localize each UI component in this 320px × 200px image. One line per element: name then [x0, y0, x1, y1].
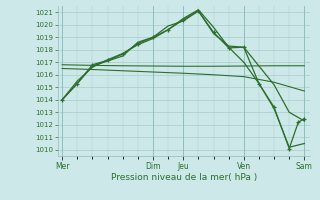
X-axis label: Pression niveau de la mer( hPa ): Pression niveau de la mer( hPa ) [111, 173, 257, 182]
